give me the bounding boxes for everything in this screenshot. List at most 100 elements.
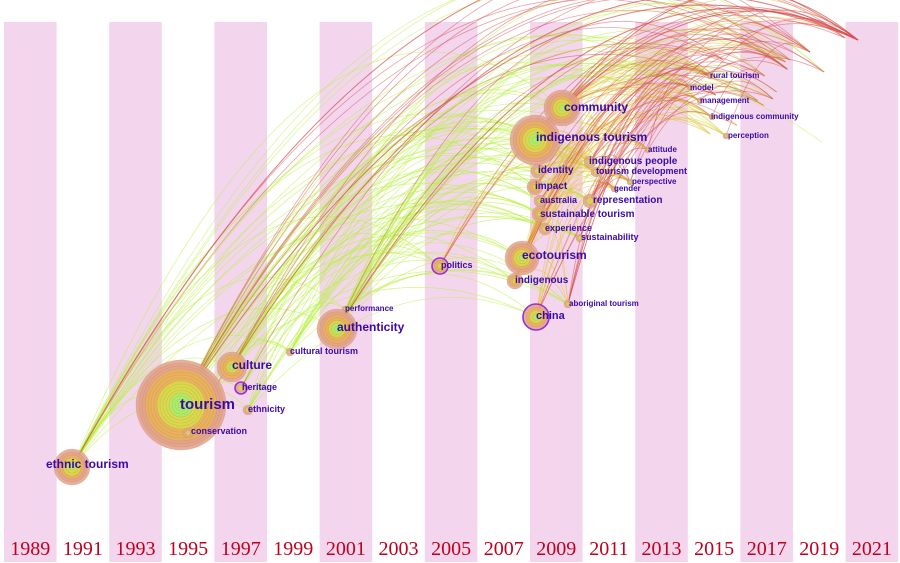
co-occurrence-link [589,90,758,163]
year-band [845,22,899,562]
co-occurrence-link [344,2,825,310]
keyword-label-attitude: attitude [648,145,677,154]
keyword-label-identity: identity [538,165,574,176]
keyword-node-cultural_tourism [285,347,295,357]
co-occurrence-link [521,23,811,259]
keyword-node-perception [722,132,730,140]
keyword-node-authenticity [316,308,358,350]
co-occurrence-link [247,201,541,411]
co-occurrence-link [180,234,516,406]
co-occurrence-link [535,23,859,318]
co-occurrence-link [71,217,523,468]
co-occurrence-link [514,20,811,282]
co-occurrence-link [647,78,691,151]
co-occurrence-link [71,0,859,468]
keyword-label-sustainability: sustainability [581,232,639,242]
co-occurrence-link [535,156,591,318]
co-occurrence-link [71,0,825,468]
co-occurrence-link [231,27,724,368]
co-occurrence-link [231,200,546,368]
year-band [424,22,478,562]
keyword-label-politics: politics [441,260,473,270]
keyword-node-ecotourism [504,240,540,276]
keyword-label-aboriginal_tourism: aboriginal tourism [569,299,639,308]
co-occurrence-link [595,92,764,173]
co-occurrence-link [521,83,764,259]
co-occurrence-link [71,34,764,468]
co-occurrence-link [534,0,846,141]
keyword-node-heritage [234,381,248,395]
year-label-2007: 2007 [484,538,524,560]
keyword-label-tourism: tourism [180,396,235,413]
keyword-label-indigenous_people: indigenous people [589,156,678,167]
co-occurrence-link [240,0,859,389]
keyword-label-management: management [700,96,750,105]
keyword-label-authenticity: authenticity [337,320,405,334]
keyword-label-rural_tourism: rural tourism [710,71,759,80]
co-occurrence-link [537,116,711,172]
co-occurrence-link [689,59,788,89]
year-label-2013: 2013 [642,538,682,560]
keyword-node-indigenous_community [708,113,716,121]
co-occurrence-link [561,0,859,109]
year-band [740,22,793,562]
keyword-node-australia [533,194,547,208]
keyword-label-indigenous_community: indigenous community [711,112,799,121]
co-occurrence-link [336,169,615,330]
year-label-1989: 1989 [10,538,50,560]
keyword-label-ethnicity: ethnicity [248,404,285,414]
keyword-label-gender: gender [614,184,641,193]
keyword-label-impact: impact [535,181,568,192]
keyword-label-heritage: heritage [242,382,277,392]
keyword-node-model [686,84,694,92]
keyword-label-representation: representation [593,195,662,206]
co-occurrence-link [521,67,716,259]
year-band [4,22,57,562]
co-occurrence-link [187,103,649,434]
co-occurrence-link [180,0,811,406]
co-occurrence-link [514,65,765,282]
year-band [109,22,162,562]
keyword-label-ethnic_tourism: ethnic tourism [46,457,129,471]
year-axis: 1989 1991 1993 1995 1997 1999 2001 2003 2005 2007… [10,538,892,560]
co-occurrence-link [71,0,766,468]
co-occurrence-link [534,114,727,188]
keyword-node-tourism [135,359,227,451]
keyword-node-attitude [644,146,652,154]
keyword-label-indigenous: indigenous [515,275,569,286]
co-occurrence-link [709,18,859,77]
keyword-node-experience [538,222,552,236]
co-occurrence-link [725,42,811,137]
keyword-label-perspective: perspective [632,177,677,186]
keyword-node-tourism_development [590,166,602,178]
keyword-label-ecotourism: ecotourism [522,248,587,262]
keyword-node-sustainable_tourism [531,205,549,223]
keyword-label-australia: australia [540,195,578,205]
keyword-node-representation [582,193,598,209]
co-occurrence-link [336,129,536,330]
keyword-node-management [696,97,704,105]
keyword-label-china: china [536,310,566,322]
co-occurrence-link [231,252,441,368]
co-occurrence-link [534,10,859,141]
keyword-node-ethnicity [242,404,254,416]
year-label-2001: 2001 [326,538,366,560]
co-occurrence-link [289,118,536,353]
co-occurrence-link [71,183,541,468]
co-occurrence-link [336,36,711,330]
keyword-label-community: community [564,100,628,114]
co-occurrence-link [589,8,846,163]
co-occurrence-link [247,146,539,411]
co-occurrence-link [336,2,791,330]
year-label-1991: 1991 [63,538,103,560]
year-label-2015: 2015 [694,538,734,560]
keyword-node-indigenous_tourism [509,114,561,166]
co-occurrence-link [589,41,811,202]
co-occurrence-link [534,47,766,188]
co-occurrence-link [336,257,569,330]
co-occurrence-link [567,83,716,305]
co-occurrence-link [71,62,711,468]
year-bands [4,22,899,562]
keyword-node-identity [530,163,546,179]
co-occurrence-link [187,42,765,434]
